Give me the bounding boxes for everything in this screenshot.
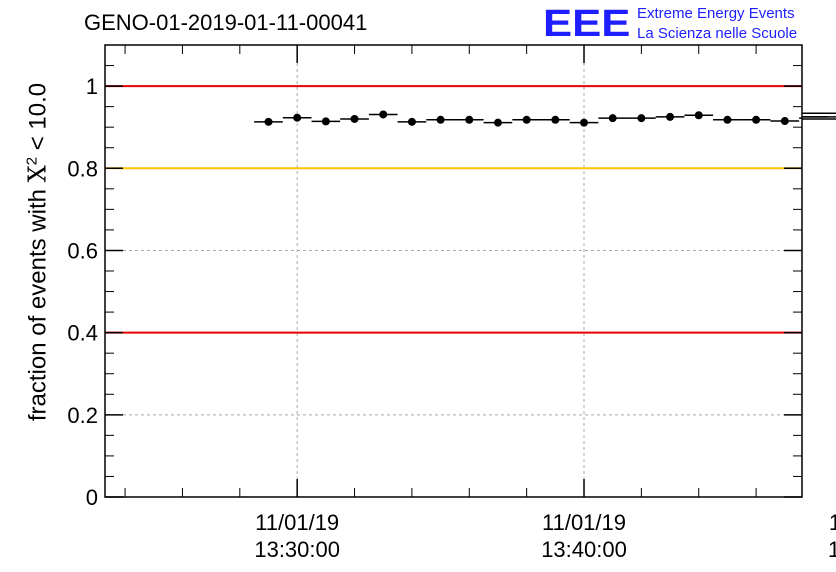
y-tick-label: 1 xyxy=(86,74,98,99)
y-tick-labels: 0 0.2 0.4 0.6 0.8 1 xyxy=(67,74,98,510)
y-tick-label: 0.8 xyxy=(67,156,98,181)
y-axis-label-symbol: X xyxy=(23,165,52,183)
data-point xyxy=(407,117,416,126)
logo-line-2: La Scienza nelle Scuole xyxy=(637,25,798,42)
data-point xyxy=(293,113,302,122)
logo-line-1: Extreme Energy Events xyxy=(637,5,795,22)
data-point xyxy=(637,114,646,123)
data-point xyxy=(493,118,502,127)
data-point xyxy=(608,114,617,123)
data-point xyxy=(321,117,330,126)
data-point xyxy=(522,115,531,124)
eee-logo-text: Extreme Energy Events La Scienza nelle S… xyxy=(637,4,797,44)
x-tick-label-date: 11/01/19 xyxy=(829,510,836,535)
y-tick-label: 0.4 xyxy=(67,321,98,346)
data-point xyxy=(694,111,703,120)
y-axis-label-exponent: 2 xyxy=(23,156,41,166)
data-point xyxy=(752,115,761,124)
data-points xyxy=(254,110,836,127)
data-point xyxy=(436,115,445,124)
data-point xyxy=(379,110,388,119)
axis-ticks xyxy=(105,45,802,498)
y-tick-label: 0.6 xyxy=(67,238,98,263)
y-axis-label-suffix: < 10.0 xyxy=(24,82,52,157)
x-tick-label-time: 13:40:00 xyxy=(541,537,627,562)
y-axis-label: fraction of events with X2 < 10.0 xyxy=(24,83,53,421)
x-tick-label-date: 11/01/19 xyxy=(255,510,339,535)
data-point xyxy=(350,114,359,123)
eee-logo-mark: EEE xyxy=(543,3,631,45)
run-title: GENO-01-2019-01-11-00041 xyxy=(84,10,368,35)
data-point xyxy=(723,115,732,124)
data-point xyxy=(666,112,675,121)
data-point xyxy=(264,117,273,126)
x-tick-label-date: 11/01/19 xyxy=(542,510,626,535)
eee-logo: EEE Extreme Energy Events La Scienza nel… xyxy=(543,3,831,45)
y-tick-label: 0.2 xyxy=(67,403,98,428)
x-tick-labels: 11/01/1913:30:0011/01/1913:40:0011/01/19… xyxy=(254,510,836,562)
x-tick-label-time: 13:30:00 xyxy=(254,537,340,562)
grid-lines xyxy=(105,45,802,497)
x-tick-label-time: 13:50:00 xyxy=(828,537,836,562)
data-point xyxy=(780,117,789,126)
y-axis-label-prefix: fraction of events with xyxy=(24,182,52,422)
y-tick-label: 0 xyxy=(86,485,98,510)
data-point xyxy=(465,115,474,124)
reference-lines xyxy=(105,85,802,334)
data-point xyxy=(580,118,589,127)
data-point xyxy=(551,115,560,124)
